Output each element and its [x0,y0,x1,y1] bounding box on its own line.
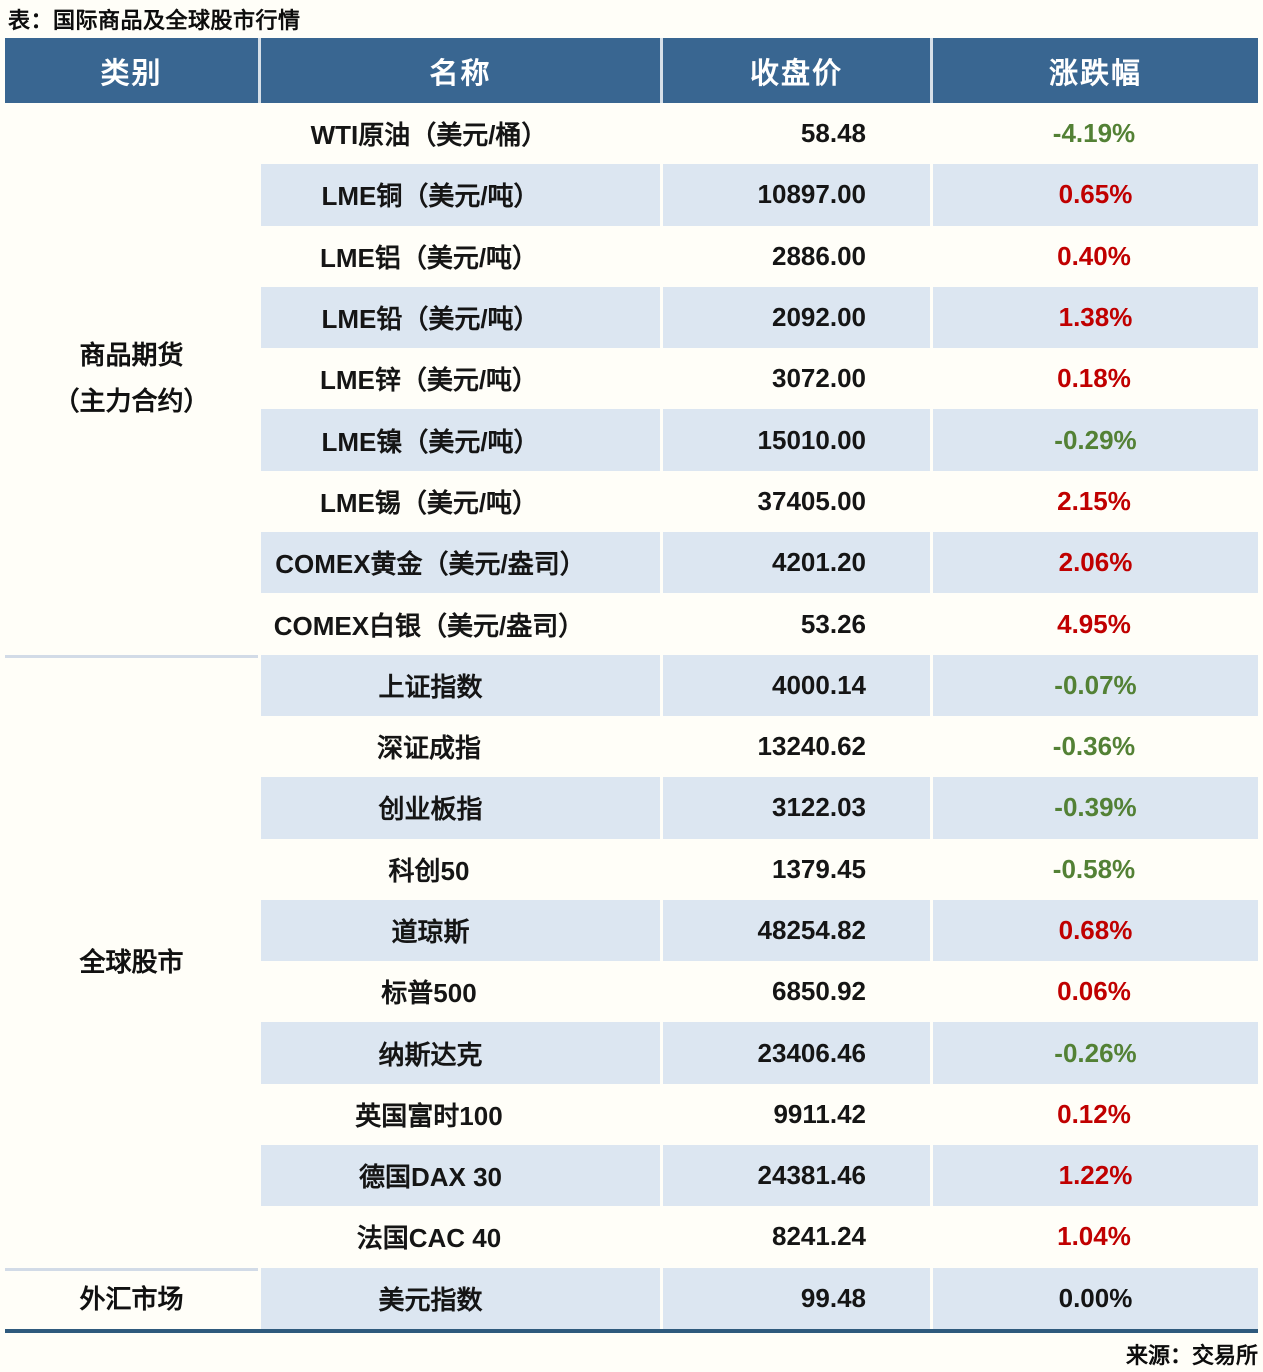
row-close: 8241.24 [772,1221,866,1252]
row-close: 48254.82 [660,899,930,962]
row-name: LME铅（美元/吨） [258,286,660,349]
row-change: 0.00% [930,1267,1258,1329]
row-close: 2092.00 [660,286,930,349]
row-change: 0.68% [930,899,1258,962]
row-name: 德国DAX 30 [258,1145,660,1207]
header-change: 涨跌幅 [930,38,1258,103]
row-close: 58.48 [800,118,866,149]
row-name: 标普500 [381,978,477,1009]
row-name: 道琼斯 [258,899,660,962]
row-close: 53.26 [800,608,866,639]
table-header-row: 类别 名称 收盘价 涨跌幅 [5,38,1258,103]
row-name: LME锡（美元/吨） [319,487,539,518]
page-title: 表：国际商品及全球股市行情 [8,8,301,33]
row-name: LME锌（美元/吨） [319,365,539,396]
row-name: 深证成指 [376,733,481,764]
row-close: 3072.00 [772,363,866,394]
row-name: COMEX白银（美元/盎司） [273,610,585,641]
row-close: 15010.00 [660,409,930,471]
row-close: 1379.45 [772,853,866,884]
row-change: 2.15% [1057,485,1131,516]
row-close: 9911.42 [773,1098,866,1129]
category-cell: 全球股市 [5,654,258,1268]
row-name: 纳斯达克 [258,1022,660,1084]
row-change: 1.22% [930,1145,1258,1207]
row-change: 0.40% [1057,240,1131,271]
row-change: -0.39% [930,777,1258,839]
row-change: 2.06% [930,532,1258,594]
row-close: 37405.00 [757,485,866,516]
row-change: 0.06% [1057,976,1131,1007]
row-change: 0.65% [930,164,1258,226]
row-name: LME铜（美元/吨） [258,164,660,226]
row-name: 英国富时100 [355,1100,503,1131]
row-change: -0.07% [930,654,1258,716]
header-category: 类别 [100,57,163,90]
row-close: 4201.20 [660,532,930,594]
row-close: 24381.46 [660,1145,930,1207]
row-change: 4.95% [1057,608,1131,639]
row-change: 1.04% [1057,1221,1131,1252]
row-close: 99.48 [660,1267,930,1329]
row-change: -4.19% [1052,118,1136,149]
row-change: -0.29% [930,409,1258,471]
row-change: -0.26% [930,1022,1258,1084]
row-close: 13240.62 [757,731,866,762]
row-name: 科创50 [388,855,470,886]
row-name: 创业板指 [258,777,660,839]
row-change: 0.18% [1057,363,1131,394]
row-change: -0.36% [1052,731,1136,762]
row-name: 美元指数 [258,1267,660,1329]
category-cell: 商品期货 （主力合约） [5,103,258,655]
row-name: 法国CAC 40 [356,1223,502,1254]
row-name: 上证指数 [258,654,660,716]
row-close: 6850.92 [772,976,866,1007]
row-name: LME铝（美元/吨） [319,242,539,273]
row-close: 10897.00 [660,164,930,226]
market-table: 类别 名称 收盘价 涨跌幅 商品期货 （主力合约） WTI原油（美元/桶） 58.4… [5,38,1258,1333]
source-note: 来源：交易所 [1125,1343,1258,1368]
header-name: 名称 [258,38,660,103]
row-name: COMEX黄金（美元/盎司） [258,532,660,594]
row-close: 3122.03 [660,777,930,839]
row-name: LME镍（美元/吨） [258,409,660,471]
row-close: 23406.46 [660,1022,930,1084]
header-close: 收盘价 [660,38,930,103]
table-body: 商品期货 （主力合约） WTI原油（美元/桶） 58.48 -4.19% LME铜（美元… [5,103,1258,1329]
row-name: WTI原油（美元/桶） [310,120,548,151]
category-cell: 外汇市场 [5,1267,258,1329]
row-close: 2886.00 [772,240,866,271]
row-change: 0.12% [1057,1098,1131,1129]
row-change: -0.58% [1052,853,1136,884]
row-close: 4000.14 [660,654,930,716]
row-change: 1.38% [930,286,1258,349]
